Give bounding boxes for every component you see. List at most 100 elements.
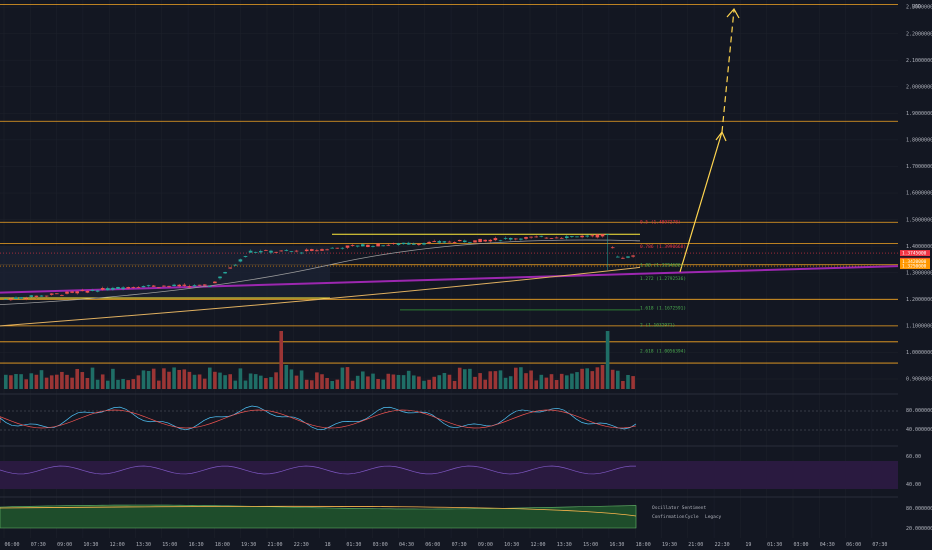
volume-bar [4, 374, 8, 389]
candle-body [315, 250, 319, 252]
volume-bar [539, 374, 544, 389]
time-tick: 01:30 [767, 542, 782, 548]
candle-body [233, 264, 238, 266]
fib-labels: 0.5 (1.4897278) 0.786 (1.3990668) 1.00 (1.… [640, 220, 686, 355]
candle-body [14, 297, 18, 299]
candle-body [406, 242, 411, 245]
volume-bar [605, 331, 610, 389]
volume-bar [559, 373, 564, 389]
volume-bar [208, 367, 212, 389]
candle-body [294, 250, 299, 252]
volume-bar [177, 369, 181, 389]
time-tick: 13:30 [136, 542, 151, 548]
candle-body [182, 284, 187, 286]
volume-bar [366, 376, 370, 389]
price-tick: 2.0000000 [906, 84, 932, 90]
candle-body [126, 287, 130, 289]
volume-bar [157, 380, 161, 389]
volume-bar [264, 378, 268, 389]
candle-body [371, 246, 375, 247]
price-tick: 1.5000000 [906, 217, 932, 223]
candle-body [503, 237, 508, 239]
price-tick: 2.1000000 [906, 58, 932, 64]
volume-bar [320, 374, 324, 389]
candle-body [44, 295, 49, 297]
volume-bar [167, 371, 171, 389]
price-tag-text: 1.3250000 [902, 264, 927, 270]
candle-body [223, 271, 227, 274]
candle-body [34, 295, 39, 297]
time-tick: 04:30 [399, 542, 414, 548]
volume-bar [616, 370, 620, 389]
volume-bar [386, 373, 391, 389]
candle-body [605, 234, 610, 235]
volume-bar [60, 371, 64, 389]
candle-body [208, 285, 212, 287]
candle-body [361, 244, 365, 247]
time-tick: 01:30 [346, 542, 361, 548]
time-tick: 21:00 [688, 542, 703, 548]
volume-bar [187, 371, 192, 389]
price-tick: 1.0000000 [906, 350, 932, 356]
candle-body [473, 240, 477, 243]
projection-head [715, 130, 727, 142]
volume-bar [580, 368, 584, 389]
volume-bar [452, 380, 457, 389]
fib-label: 1.00 (1.3294606) [640, 263, 683, 269]
volume-bar [335, 379, 340, 389]
candle-body [442, 241, 447, 243]
volume-bar [361, 371, 365, 389]
price-tick: 2.2000000 [906, 31, 932, 37]
candle-body [447, 241, 452, 243]
candle-body [595, 234, 600, 238]
candle-body [626, 256, 630, 258]
horizontal-levels [0, 3, 899, 364]
time-tick: 12:00 [530, 542, 545, 548]
volume-bar [340, 367, 345, 389]
candle-body [218, 276, 222, 279]
volume-bar [65, 374, 69, 389]
volume-bar [391, 374, 396, 389]
candle-body [202, 284, 207, 286]
price-tick: 2.3000000 [906, 5, 932, 11]
time-tick: 19:30 [241, 542, 256, 548]
candle-body [131, 286, 136, 288]
volume-bar [565, 375, 569, 389]
volume-bar [9, 375, 13, 389]
volume-bar [463, 369, 467, 389]
price-tag-bg [900, 250, 930, 257]
volume-bar [590, 371, 595, 389]
candle-body [559, 237, 564, 239]
volume-bars [4, 331, 635, 389]
candle-body [274, 251, 278, 253]
volume-bar [126, 380, 130, 389]
volume-bar [80, 372, 85, 389]
candle-body [213, 281, 217, 284]
volume-bar [39, 370, 44, 389]
volume-bar [401, 375, 406, 389]
candle-body [330, 247, 334, 249]
volume-bar [192, 374, 197, 389]
volume-bar [121, 378, 125, 389]
legend-item: Confirmation [652, 514, 685, 520]
time-tick: 07:30 [31, 542, 46, 548]
projection-arrow [679, 7, 740, 273]
candle-body [299, 252, 304, 254]
volume-bar [243, 380, 248, 389]
volume-bar [259, 375, 263, 389]
candle-body [590, 235, 595, 237]
volume-bar [422, 380, 426, 389]
candle-body [162, 285, 166, 287]
candle-body [514, 238, 518, 240]
time-tick: 10:30 [504, 542, 519, 548]
candle-body [167, 285, 171, 287]
volume-bar [468, 368, 472, 389]
volume-bar [294, 375, 299, 389]
candle-body [524, 237, 528, 239]
volume-bar [371, 373, 375, 389]
candle-body [345, 245, 350, 248]
volume-bar [146, 370, 151, 389]
candle-body [151, 285, 156, 287]
time-tick: 09:00 [478, 542, 493, 548]
